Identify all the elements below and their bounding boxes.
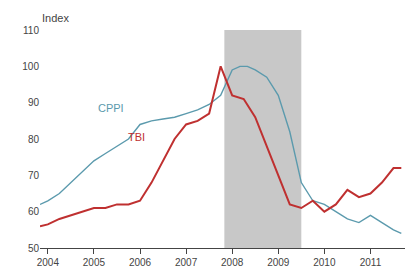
svg-text:110: 110 [23,25,39,36]
svg-text:100: 100 [22,61,39,72]
svg-text:2006: 2006 [129,257,152,268]
svg-text:2011: 2011 [360,257,382,268]
svg-text:90: 90 [28,97,40,108]
svg-text:CPPI: CPPI [98,102,124,114]
svg-text:TBI: TBI [128,131,145,143]
svg-text:60: 60 [28,206,40,217]
svg-text:80: 80 [28,134,40,145]
svg-text:2005: 2005 [83,257,106,268]
svg-text:2009: 2009 [267,257,290,268]
svg-text:70: 70 [28,170,40,181]
svg-text:Index: Index [42,12,69,24]
svg-text:50: 50 [28,243,40,254]
svg-text:2008: 2008 [221,257,244,268]
svg-text:2004: 2004 [37,257,60,268]
svg-text:2010: 2010 [313,257,336,268]
svg-text:2007: 2007 [175,257,198,268]
